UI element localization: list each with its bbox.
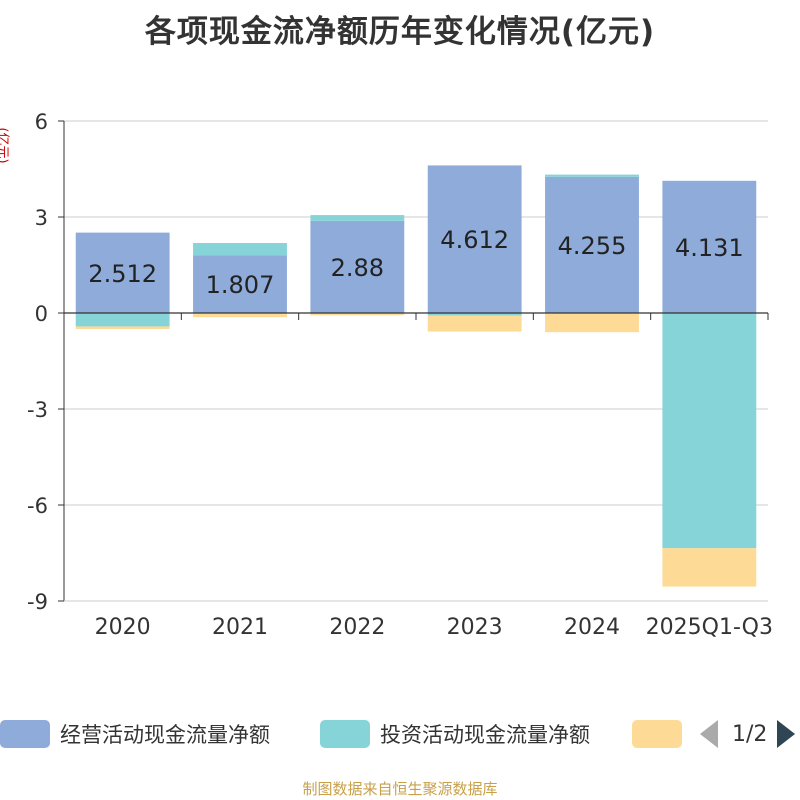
legend-swatch-investing <box>320 720 370 748</box>
data-label: 4.612 <box>440 226 509 254</box>
bar-operating <box>310 220 405 313</box>
x-tick-label: 2021 <box>212 615 268 640</box>
legend-swatch-operating <box>0 720 50 748</box>
pager-prev-icon[interactable] <box>700 720 718 748</box>
legend-swatch-financing <box>632 720 682 748</box>
y-tick-label: 3 <box>35 206 48 230</box>
x-tick-label: 2022 <box>329 615 385 640</box>
pager-next-icon[interactable] <box>777 720 796 748</box>
bar-investing <box>427 313 522 316</box>
bar-investing <box>545 174 639 177</box>
x-tick-label: 2024 <box>564 615 620 640</box>
data-label: 2.88 <box>331 254 384 282</box>
bar-financing <box>310 313 405 316</box>
data-label: 4.255 <box>558 232 627 260</box>
bar-operating <box>662 180 757 313</box>
bar-financing <box>75 326 170 329</box>
bar-operating <box>545 176 639 313</box>
x-tick-label: 2020 <box>95 615 151 640</box>
bar-operating <box>193 255 287 313</box>
source-note: 制图数据来自恒生聚源数据库 <box>302 780 498 798</box>
bar-investing <box>193 243 287 256</box>
bar-operating <box>75 232 170 313</box>
y-tick-label: 6 <box>35 110 48 134</box>
y-tick-label: -9 <box>27 590 48 614</box>
x-tick-label: 2025Q1-Q3 <box>646 615 773 640</box>
y-tick-label: -6 <box>27 494 48 518</box>
legend: 经营活动现金流量净额 投资活动现金流量净额 1/2 <box>0 716 800 752</box>
chart-title: 各项现金流净额历年变化情况(亿元) <box>144 14 656 50</box>
bar-financing <box>193 313 287 318</box>
bar-financing <box>545 313 639 333</box>
y-tick-label: 0 <box>35 302 48 326</box>
y-tick-label: -3 <box>27 398 48 422</box>
bar-investing <box>310 215 405 221</box>
legend-pager: 1/2 <box>700 716 796 752</box>
data-label: 1.807 <box>206 271 275 299</box>
bar-investing <box>75 313 170 327</box>
bar-investing <box>662 313 757 549</box>
legend-item-investing[interactable]: 投资活动现金流量净额 <box>320 716 590 752</box>
pager-text: 1/2 <box>732 721 768 747</box>
legend-label-operating: 经营活动现金流量净额 <box>60 723 270 747</box>
legend-item-financing[interactable] <box>632 716 682 752</box>
x-tick-label: 2023 <box>447 615 503 640</box>
bar-operating <box>427 165 522 313</box>
bar-financing <box>662 548 757 587</box>
bar-financing <box>427 315 522 332</box>
legend-item-operating[interactable]: 经营活动现金流量净额 <box>0 716 270 752</box>
data-label: 4.131 <box>675 234 744 262</box>
legend-label-investing: 投资活动现金流量净额 <box>380 723 590 747</box>
data-label: 2.512 <box>88 260 157 288</box>
